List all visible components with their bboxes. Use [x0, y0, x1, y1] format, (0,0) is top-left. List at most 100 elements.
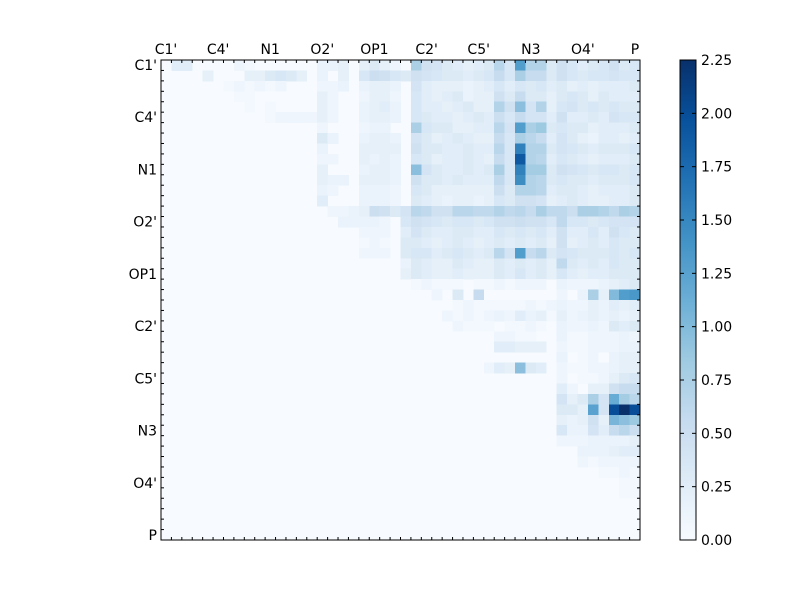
heatmap-cell [452, 101, 464, 113]
heatmap-cell [473, 216, 485, 228]
heatmap-cell [598, 216, 610, 228]
heatmap-cell [431, 60, 443, 71]
heatmap-cell [431, 268, 443, 280]
heatmap-cell [442, 258, 453, 270]
heatmap-cell [462, 80, 474, 92]
heatmap-cell [390, 164, 401, 176]
heatmap-cell [410, 247, 422, 259]
heatmap-cell [504, 279, 516, 290]
heatmap-cell [577, 247, 589, 259]
heatmap-cell [442, 164, 453, 176]
heatmap-cell [369, 143, 381, 155]
heatmap-cell [525, 226, 537, 238]
heatmap-cell [577, 414, 589, 426]
heatmap-cell [619, 279, 630, 290]
heatmap-cell [358, 70, 370, 82]
heatmap-cell [390, 112, 401, 123]
heatmap-cell [421, 70, 433, 82]
heatmap-cell [629, 383, 641, 395]
heatmap-cell [515, 331, 526, 343]
heatmap-cell [494, 331, 506, 343]
heatmap-cell [369, 91, 381, 103]
heatmap-cell [556, 393, 568, 405]
heatmap-cell [390, 174, 401, 186]
heatmap-cell [317, 174, 329, 186]
heatmap-cell [515, 310, 526, 322]
heatmap-cell [577, 237, 589, 249]
heatmap-cell [629, 185, 641, 197]
heatmap-cell [619, 247, 630, 259]
heatmap-cell [483, 91, 495, 103]
heatmap-cell [462, 320, 474, 332]
colorbar-tick-label: 0.75 [701, 373, 732, 389]
heatmap-cell [369, 101, 381, 113]
heatmap-cell [369, 70, 381, 82]
heatmap-cell [608, 185, 620, 197]
heatmap-cell [452, 237, 464, 249]
heatmap-cell [410, 133, 422, 144]
heatmap-cell [515, 300, 526, 311]
heatmap-cell [431, 112, 443, 123]
heatmap-cell [338, 60, 349, 71]
heatmap-cell [473, 164, 485, 176]
heatmap-cell [494, 133, 506, 144]
heatmap-cell [535, 226, 547, 238]
heatmap-cell [452, 174, 464, 186]
heatmap-cell [442, 112, 453, 123]
heatmap-cell [494, 112, 506, 123]
heatmap-cell [598, 404, 610, 416]
heatmap-cell [567, 247, 578, 259]
heatmap-cell [556, 268, 568, 280]
heatmap-cell [473, 320, 485, 332]
heatmap-cell [567, 133, 578, 144]
heatmap-cell [619, 320, 630, 332]
heatmap-cell [608, 435, 620, 447]
heatmap-cell [577, 425, 589, 437]
heatmap-cell [421, 112, 433, 123]
heatmap-cell [577, 101, 589, 113]
heatmap-cell [358, 247, 370, 259]
heatmap-cell [504, 112, 516, 123]
heatmap-cell [546, 268, 558, 280]
heatmap-cell [598, 341, 610, 353]
heatmap-cell [567, 164, 578, 176]
heatmap-cell [535, 60, 547, 71]
heatmap-cell [598, 425, 610, 437]
heatmap-cell [598, 143, 610, 155]
heatmap-cell [358, 164, 370, 176]
heatmap-cell [462, 70, 474, 82]
heatmap-cell [598, 300, 610, 311]
heatmap-cell [546, 237, 558, 249]
heatmap-cell [233, 91, 245, 103]
heatmap-cell [556, 70, 568, 82]
heatmap-cell [619, 70, 630, 82]
heatmap-cell [556, 174, 568, 186]
heatmap-cell [431, 80, 443, 92]
heatmap-cell [546, 133, 558, 144]
heatmap-cell [577, 195, 589, 207]
heatmap-cell [410, 195, 422, 207]
heatmap-cell [608, 320, 620, 332]
y-tick-label: C1' [134, 58, 157, 74]
heatmap-cell [567, 300, 578, 311]
heatmap-cell [348, 206, 360, 217]
heatmap-cell [619, 60, 630, 71]
heatmap-cell [504, 91, 516, 103]
heatmap-cell [462, 185, 474, 197]
heatmap-cell [535, 164, 547, 176]
heatmap-cell [452, 153, 464, 165]
heatmap-cell [608, 341, 620, 353]
heatmap-cell [504, 216, 516, 228]
heatmap-cell [483, 195, 495, 207]
heatmap-cell [390, 153, 401, 165]
heatmap-cell [598, 164, 610, 176]
colorbar-tick-label: 1.75 [701, 160, 732, 176]
heatmap-cell [587, 341, 599, 353]
heatmap-cell [587, 133, 599, 144]
heatmap-cell [442, 247, 453, 259]
heatmap-cell [504, 70, 516, 82]
heatmap-cell [556, 341, 568, 353]
heatmap-cell [494, 174, 506, 186]
heatmap-cell [598, 60, 610, 71]
heatmap-cell [483, 216, 495, 228]
